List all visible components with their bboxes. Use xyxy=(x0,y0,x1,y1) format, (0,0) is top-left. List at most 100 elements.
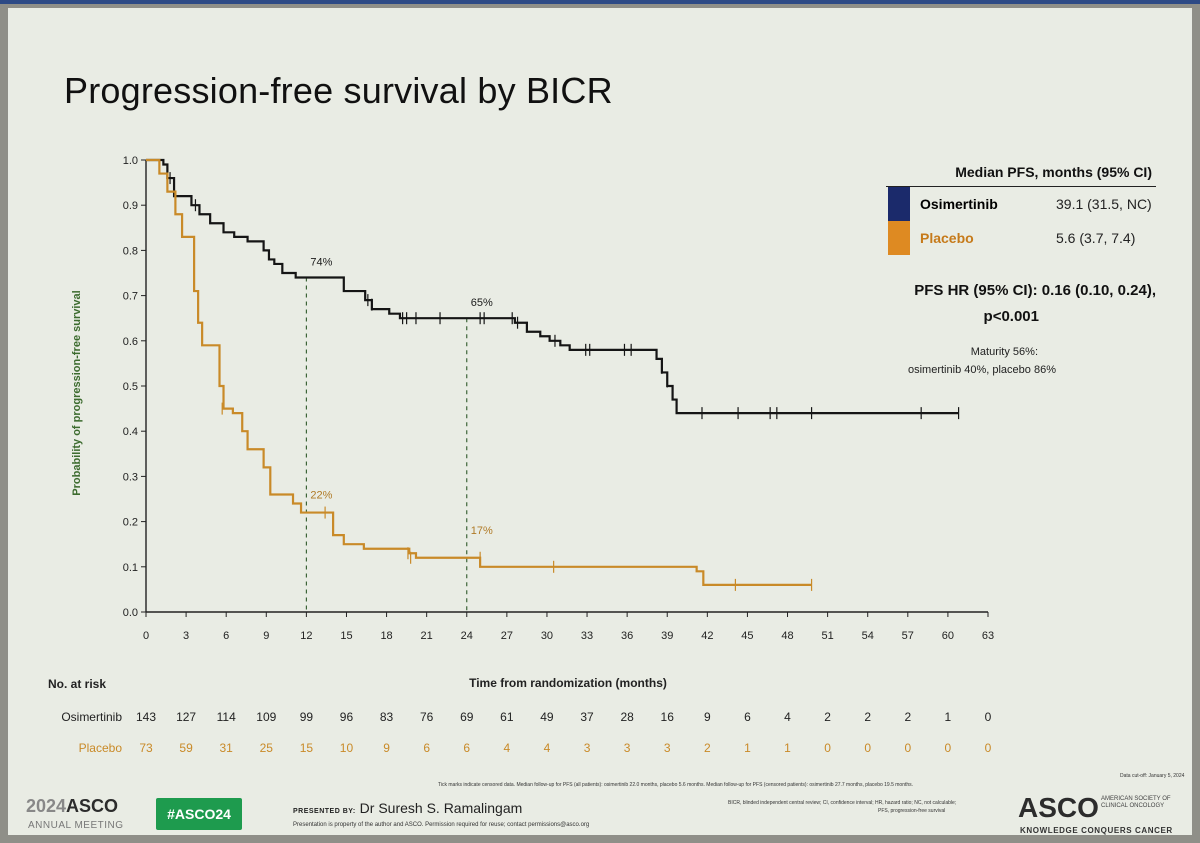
asco-logo: ASCO xyxy=(1018,792,1099,823)
slide: Progression-free survival by BICR 0.0 0.1… xyxy=(8,8,1192,835)
legend-name-osimertinib: Osimertinib xyxy=(920,196,998,212)
risk-cell: 15 xyxy=(299,741,314,755)
risk-cell: 76 xyxy=(419,710,434,724)
footnote-censoring: Tick marks indicate censored data. Media… xyxy=(438,782,914,788)
x-tick-label: 54 xyxy=(862,630,874,642)
annotation-label: 17% xyxy=(471,525,493,537)
x-tick-label: 30 xyxy=(541,630,553,642)
risk-cell: 69 xyxy=(460,710,474,724)
risk-cell: 0 xyxy=(864,741,872,755)
risk-cell: 9 xyxy=(383,741,390,755)
legend-row-osimertinib: Osimertinib 39.1 (31.5, NC) xyxy=(886,187,1156,221)
risk-cell: 73 xyxy=(139,741,153,755)
risk-cell: 25 xyxy=(259,741,273,755)
p-value: p<0.001 xyxy=(983,308,1039,325)
x-tick-label: 60 xyxy=(942,630,954,642)
y-tick-label: 0.0 xyxy=(123,607,138,619)
annual-meeting-label: ANNUAL MEETING xyxy=(28,820,124,831)
property-notice: Presentation is property of the author a… xyxy=(293,822,590,828)
asco-tagline: KNOWLEDGE CONQUERS CANCER xyxy=(1020,826,1173,835)
legend-title: Median PFS, months (95% CI) xyxy=(955,164,1152,180)
median-pfs-legend: Median PFS, months (95% CI) Osimertinib … xyxy=(886,164,1156,255)
legend-name-placebo: Placebo xyxy=(920,230,974,246)
footnote-pfs: PFS, progression-free survival xyxy=(878,808,946,814)
risk-cell: 9 xyxy=(703,710,711,724)
hazard-ratio: PFS HR (95% CI): 0.16 (0.10, 0.24), xyxy=(914,282,1156,299)
risk-cell: 127 xyxy=(176,710,197,724)
x-tick-label: 15 xyxy=(340,630,352,642)
y-tick-label: 0.3 xyxy=(123,471,138,483)
km-chart: 0.00.10.20.30.40.50.60.70.80.91.00 3 6 9 12 1… xyxy=(71,155,994,690)
x-tick-label: 0 xyxy=(143,630,149,642)
annotation-label: 22% xyxy=(310,490,332,502)
x-tick-label: 27 xyxy=(501,630,513,642)
top-accent-bar xyxy=(0,0,1200,4)
asco-society-name: AMERICAN SOCIETY OF CLINICAL ONCOLOGY xyxy=(1101,796,1171,809)
risk-cell: 49 xyxy=(540,710,554,724)
risk-cell: 6 xyxy=(744,710,751,724)
risk-cell: 6 xyxy=(463,741,471,755)
x-axis-title: Time from randomization (months) xyxy=(469,676,667,690)
legend-value-placebo: 5.6 (3.7, 7.4) xyxy=(1056,230,1136,246)
curve-osimertinib xyxy=(146,158,959,415)
risk-cell: 1 xyxy=(784,741,791,755)
risk-cell: 16 xyxy=(660,710,674,724)
risk-cell: 0 xyxy=(824,741,831,755)
y-tick-label: 0.4 xyxy=(123,426,138,438)
y-tick-label: 0.8 xyxy=(123,245,138,257)
risk-cell: 4 xyxy=(543,741,551,755)
risk-cell: 3 xyxy=(663,741,671,755)
legend-divider xyxy=(886,186,1156,187)
risk-cell: 2 xyxy=(904,710,912,724)
risk-row-label: Placebo xyxy=(78,741,122,755)
x-tick-label: 33 xyxy=(581,630,593,642)
risk-row-label: Osimertinib xyxy=(61,710,122,724)
risk-cell: 28 xyxy=(620,710,634,724)
x-tick-label: 36 xyxy=(621,630,633,642)
asco-annual-meeting-logo: 2024ASCO xyxy=(26,796,119,816)
risk-cell: 37 xyxy=(580,710,594,724)
legend-value-osimertinib: 39.1 (31.5, NC) xyxy=(1056,196,1152,212)
y-tick-label: 0.1 xyxy=(123,562,138,574)
footnote-abbreviations: BICR, blinded independent central review… xyxy=(728,800,957,806)
risk-cell: 0 xyxy=(904,741,912,755)
x-tick-label: 63 xyxy=(982,630,994,642)
risk-cell: 3 xyxy=(583,741,591,755)
y-tick-label: 0.5 xyxy=(123,381,138,393)
risk-cell: 4 xyxy=(503,741,511,755)
risk-cell: 4 xyxy=(784,710,791,724)
curve-placebo xyxy=(146,158,812,586)
x-tick-label: 21 xyxy=(421,630,433,642)
risk-cell: 3 xyxy=(623,741,631,755)
risk-cell: 0 xyxy=(944,741,952,755)
risk-cell: 114 xyxy=(216,710,236,724)
risk-cell: 109 xyxy=(256,710,277,724)
y-tick-label: 0.6 xyxy=(123,336,138,348)
risk-cell: 0 xyxy=(984,710,992,724)
x-tick-label: 39 xyxy=(661,630,673,642)
x-tick-label: 51 xyxy=(821,630,833,642)
maturity-detail: osimertinib 40%, placebo 86% xyxy=(908,364,1056,376)
osimertinib-swatch xyxy=(888,187,910,221)
risk-cell: 1 xyxy=(944,710,952,724)
risk-cell: 31 xyxy=(219,741,233,755)
x-tick-label: 18 xyxy=(380,630,392,642)
risk-cell: 2 xyxy=(824,710,831,724)
presenter-credit: PRESENTED BY: Dr Suresh S. Ramalingam xyxy=(293,800,523,816)
risk-cell: 2 xyxy=(864,710,872,724)
risk-cell: 6 xyxy=(423,741,430,755)
x-tick-label: 6 xyxy=(223,630,229,642)
risk-cell: 0 xyxy=(984,741,992,755)
risk-cell: 10 xyxy=(339,741,354,755)
legend-row-placebo: Placebo 5.6 (3.7, 7.4) xyxy=(886,221,1156,255)
y-tick-label: 0.9 xyxy=(123,200,138,212)
x-tick-label: 24 xyxy=(461,630,473,642)
y-tick-label: 1.0 xyxy=(123,155,138,167)
data-cutoff-note: Data cut-off: January 5, 2024 xyxy=(1120,773,1185,779)
hashtag-badge: #ASCO24 xyxy=(156,798,242,830)
x-tick-label: 9 xyxy=(263,630,269,642)
risk-cell: 59 xyxy=(179,741,193,755)
risk-cell: 143 xyxy=(135,710,157,724)
risk-cell: 1 xyxy=(744,741,751,755)
y-axis-title: Probability of progression-free survival xyxy=(71,290,83,495)
